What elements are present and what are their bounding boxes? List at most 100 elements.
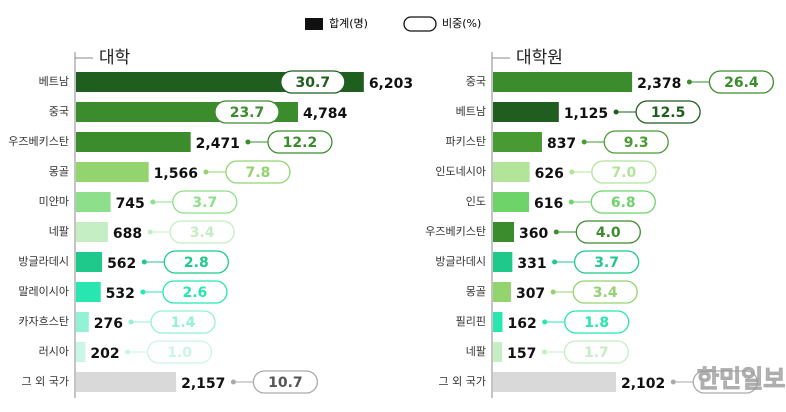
category-label: 우즈베키스탄 [8, 135, 69, 148]
share-label: 10.7 [268, 375, 303, 391]
share-pill [563, 340, 630, 364]
category-label: 방글라데시 [435, 255, 486, 268]
share-pill [150, 310, 216, 334]
share-label: 3.7 [594, 255, 619, 271]
share-label: 3.4 [190, 225, 215, 241]
share-label: 7.0 [611, 165, 636, 181]
bar [76, 132, 191, 152]
share-label: 1.7 [584, 345, 609, 361]
category-label: 베트남 [39, 75, 69, 88]
share-label: 2.6 [183, 285, 208, 301]
share-pill [575, 220, 641, 244]
share-pill [572, 280, 638, 304]
share-label: 6.8 [611, 195, 636, 211]
share-pill [267, 130, 333, 154]
category-label: 카자흐스탄 [18, 315, 69, 328]
chart-title: 대학 [99, 48, 131, 68]
category-label: 네팔 [466, 345, 486, 358]
share-label: 1.8 [584, 315, 609, 331]
watermark: 한민일보 [697, 365, 785, 393]
value-label: 2,157 [181, 376, 225, 392]
value-label: 1,566 [154, 166, 198, 182]
share-label: 7.8 [246, 165, 271, 181]
category-label: 방글라데시 [18, 255, 69, 268]
bar [493, 222, 515, 242]
value-label: 616 [534, 196, 563, 212]
bar [76, 252, 103, 272]
value-label: 1,125 [564, 106, 608, 122]
share-label: 30.7 [296, 75, 331, 91]
legend-label: 합계(명) [329, 17, 368, 30]
bar [493, 192, 530, 212]
bar [76, 282, 101, 302]
value-label: 626 [535, 166, 564, 182]
share-label: 2.8 [184, 255, 209, 271]
share-pill [163, 250, 229, 274]
legend-label: 비중(%) [442, 17, 481, 30]
share-pill [252, 370, 319, 394]
category-label: 그 외 국가 [22, 375, 69, 388]
value-label: 157 [507, 346, 536, 362]
share-pill [172, 190, 238, 214]
category-label: 중국 [466, 75, 486, 88]
category-label: 몽골 [466, 285, 486, 298]
bar [493, 372, 616, 392]
share-pill [573, 250, 640, 274]
bar [76, 162, 149, 182]
value-label: 745 [116, 196, 145, 212]
bar [76, 372, 177, 392]
value-label: 360 [519, 226, 548, 242]
category-label: 인도네시아 [435, 165, 486, 178]
category-label: 인도 [466, 195, 486, 208]
bar [493, 342, 503, 362]
value-label: 2,471 [196, 136, 240, 152]
category-label: 네팔 [49, 225, 69, 238]
value-label: 2,378 [637, 76, 681, 92]
value-label: 307 [516, 286, 545, 302]
value-label: 2,102 [621, 376, 665, 392]
share-pill [146, 340, 213, 364]
bar [493, 132, 542, 152]
value-label: 4,784 [303, 106, 348, 122]
legend-swatch [305, 18, 323, 30]
share-label: 12.5 [651, 105, 686, 121]
share-pill [169, 220, 235, 244]
bar [493, 72, 633, 92]
bar [493, 282, 511, 302]
legend-pill [403, 16, 437, 32]
category-label: 미얀마 [39, 194, 69, 208]
share-label: 1.4 [171, 315, 196, 331]
category-label: 그 외 국가 [439, 375, 486, 388]
category-label: 우즈베키스탄 [425, 225, 486, 238]
share-label: 12.2 [283, 135, 318, 151]
value-label: 837 [547, 136, 576, 152]
bar [76, 222, 108, 242]
share-label: 1.0 [167, 345, 192, 361]
share-pill [708, 70, 775, 94]
value-label: 276 [94, 316, 123, 332]
share-label: 9.3 [624, 135, 649, 151]
category-label: 러시아 [39, 345, 69, 358]
share-label: 26.4 [724, 75, 759, 91]
category-label: 몽골 [49, 165, 69, 178]
value-label: 331 [517, 256, 546, 272]
share-label: 3.4 [593, 285, 618, 301]
share-pill [603, 130, 669, 154]
bar [493, 102, 559, 122]
share-pill [162, 280, 228, 304]
bar [76, 192, 111, 212]
bar [76, 312, 89, 332]
value-label: 202 [90, 346, 119, 362]
value-label: 688 [113, 226, 142, 242]
bar [493, 312, 503, 332]
category-label: 베트남 [456, 105, 486, 118]
share-pill [590, 190, 656, 214]
value-label: 532 [106, 286, 135, 302]
share-pill [692, 370, 758, 394]
value-label: 6,203 [369, 76, 413, 92]
chart-title: 대학원 [516, 48, 563, 68]
share-pill [225, 160, 291, 184]
share-label: 3.7 [192, 195, 217, 211]
share-pill [591, 160, 657, 184]
